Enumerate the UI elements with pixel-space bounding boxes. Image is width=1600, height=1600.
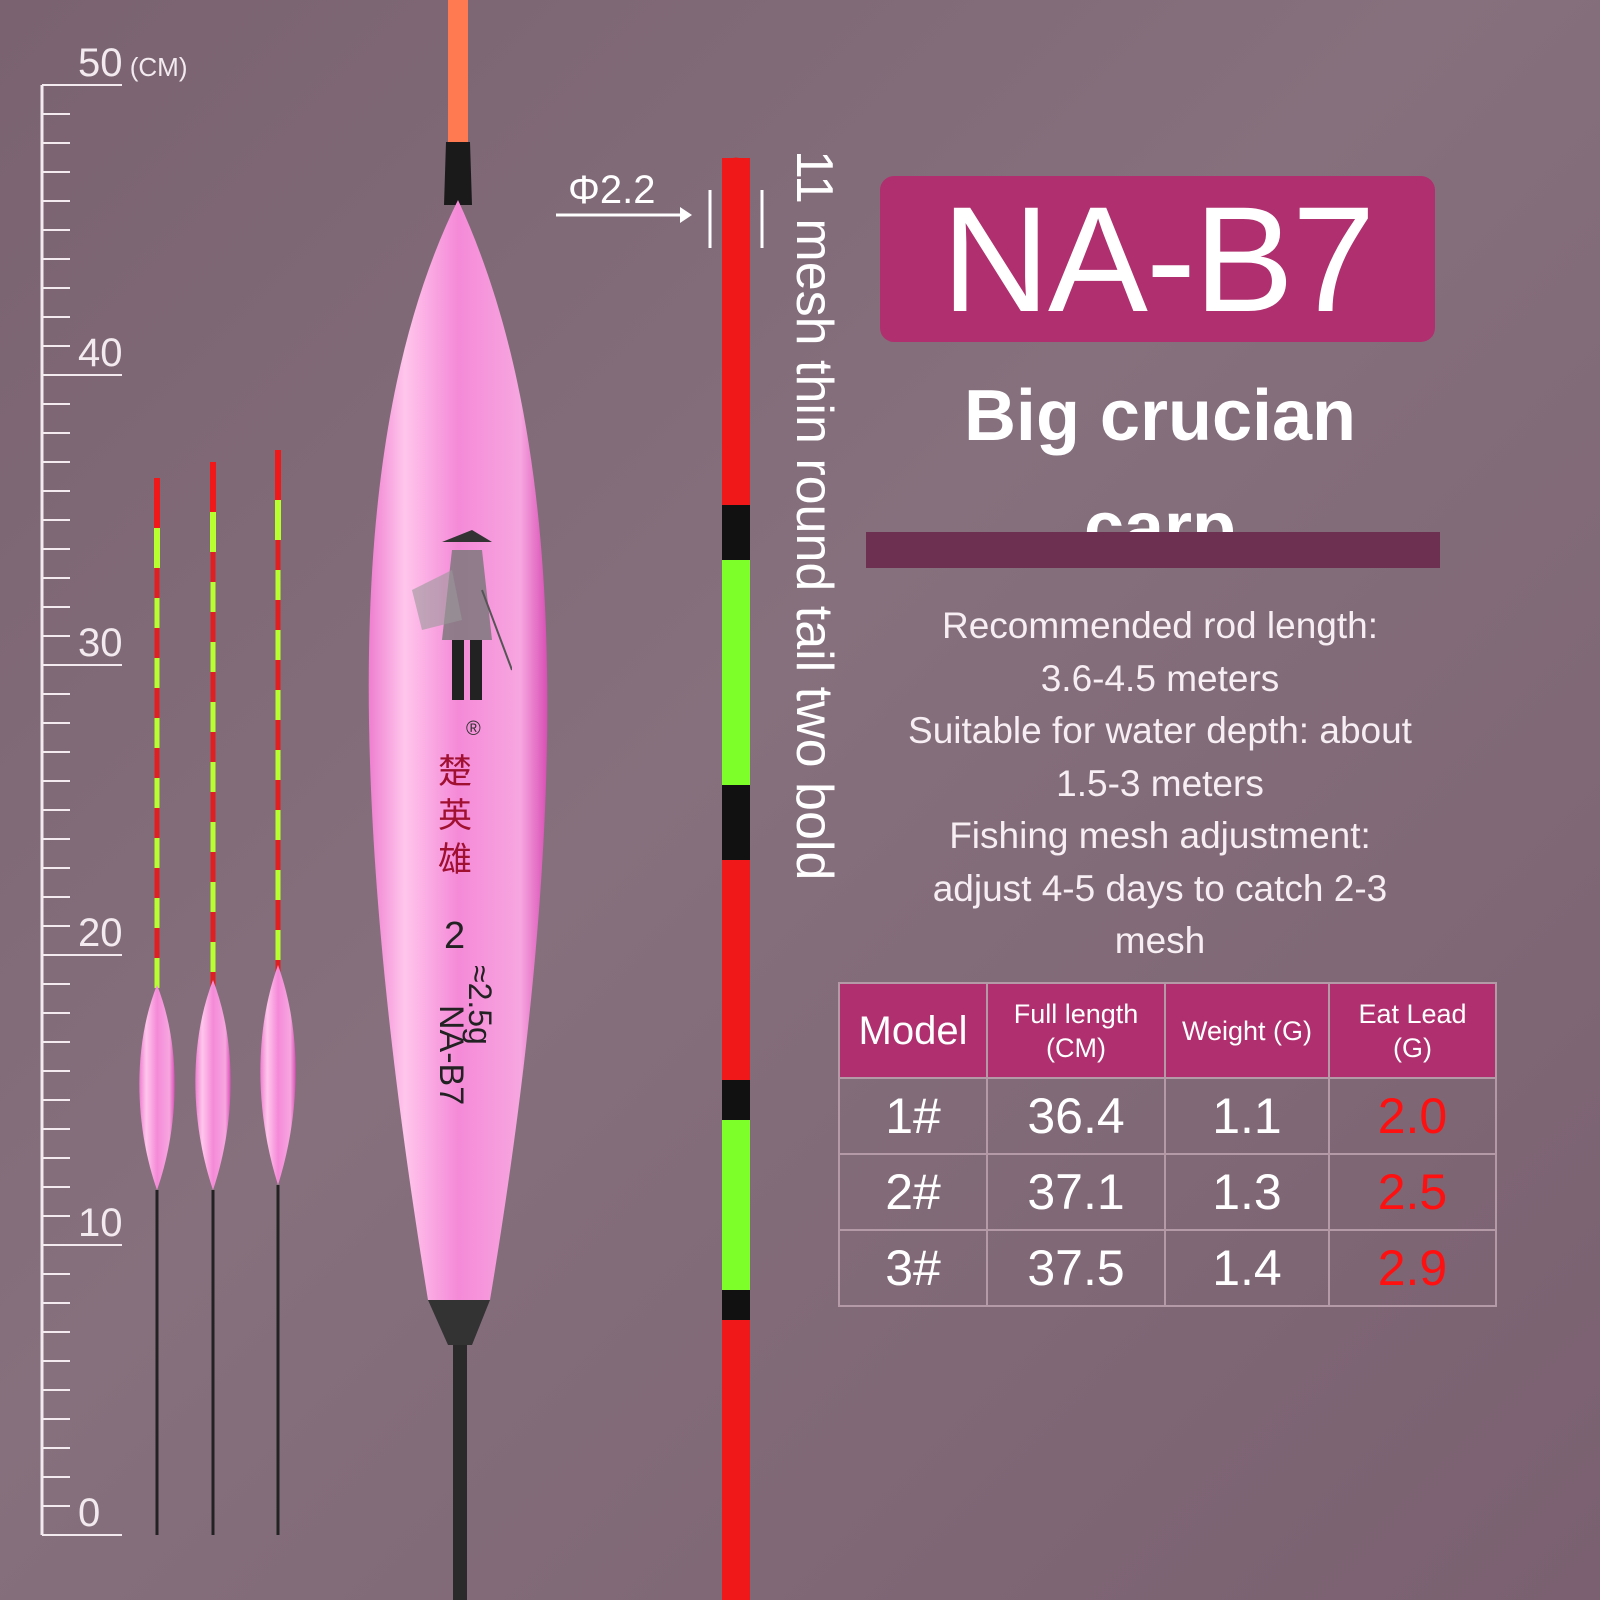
product-title: NA-B7 [880, 175, 1435, 343]
table-row: 2# 37.1 1.3 2.5 [838, 1153, 1497, 1231]
header-weight: Weight (G) [1164, 982, 1330, 1079]
tip-segment [722, 1320, 750, 1600]
cell-model: 1# [838, 1077, 988, 1155]
cell-length: 37.1 [986, 1153, 1166, 1231]
fisherman-figure-icon [412, 530, 513, 700]
float-tip [722, 157, 750, 1600]
cell-lead: 2.0 [1328, 1077, 1497, 1155]
small-floats [139, 450, 296, 1535]
tip-segment [722, 560, 750, 785]
table-row: 1# 36.4 1.1 2.0 [838, 1077, 1497, 1155]
ruler [40, 84, 122, 1536]
cell-model: 2# [838, 1153, 988, 1231]
table-header-row: Model Full length (CM) Weight (G) Eat Le… [838, 982, 1497, 1079]
cell-weight: 1.1 [1164, 1077, 1330, 1155]
table-row: 3# 37.5 1.4 2.9 [838, 1229, 1497, 1307]
cell-lead: 2.9 [1328, 1229, 1497, 1307]
tip-segment [722, 158, 750, 505]
description: Recommended rod length: 3.6-4.5 meters S… [860, 600, 1460, 968]
ruler-unit: (CM) [122, 52, 188, 82]
description-line: Suitable for water depth: about [908, 710, 1412, 751]
ruler-label: 40 [78, 331, 123, 375]
header-length: Full length (CM) [986, 982, 1166, 1079]
float-size: 2 [444, 915, 466, 957]
cell-lead: 2.5 [1328, 1153, 1497, 1231]
divider-bar [866, 532, 1440, 568]
diameter-label: Φ2.2 [568, 168, 656, 212]
description-line: 3.6-4.5 meters [1040, 657, 1280, 699]
header-model: Model [838, 982, 988, 1079]
tip-segment [722, 1080, 750, 1120]
ruler-label: 30 [78, 621, 123, 665]
cell-model: 3# [838, 1229, 988, 1307]
tip-segment [722, 505, 750, 560]
tip-description: 11 mesh thin round tail two bold [785, 150, 843, 881]
ruler-label: 0 [78, 1491, 101, 1535]
cell-length: 37.5 [986, 1229, 1166, 1307]
ruler-label: 20 [78, 911, 123, 955]
big-float [368, 0, 548, 1600]
cell-weight: 1.4 [1164, 1229, 1330, 1307]
description-line: Fishing mesh adjustment: [949, 815, 1371, 856]
tip-segment [722, 860, 750, 1080]
small-float [139, 478, 175, 1535]
float-logo [412, 530, 513, 710]
ruler-label: 10 [78, 1201, 123, 1245]
small-float [195, 462, 231, 1535]
tip-segment [722, 1290, 750, 1320]
diameter-arrow-icon [556, 190, 764, 248]
cell-weight: 1.3 [1164, 1153, 1330, 1231]
small-float [260, 450, 296, 1535]
ruler-label: 50 (CM) [78, 41, 188, 85]
tip-segment [722, 785, 750, 860]
registered-mark: ® [466, 718, 481, 740]
float-model: NA-B7 [432, 1005, 470, 1106]
description-line: mesh [1114, 920, 1206, 961]
description-line: Recommended rod length: [941, 605, 1379, 646]
header-lead: Eat Lead (G) [1328, 982, 1497, 1079]
float-brand: 楚英雄 [438, 752, 472, 880]
description-line: 1.5-3 meters [1056, 762, 1264, 804]
spec-table: Model Full length (CM) Weight (G) Eat Le… [838, 982, 1497, 1307]
description-line: adjust 4-5 days to catch 2-3 [932, 867, 1388, 909]
cell-length: 36.4 [986, 1077, 1166, 1155]
tip-segment [722, 1120, 750, 1290]
